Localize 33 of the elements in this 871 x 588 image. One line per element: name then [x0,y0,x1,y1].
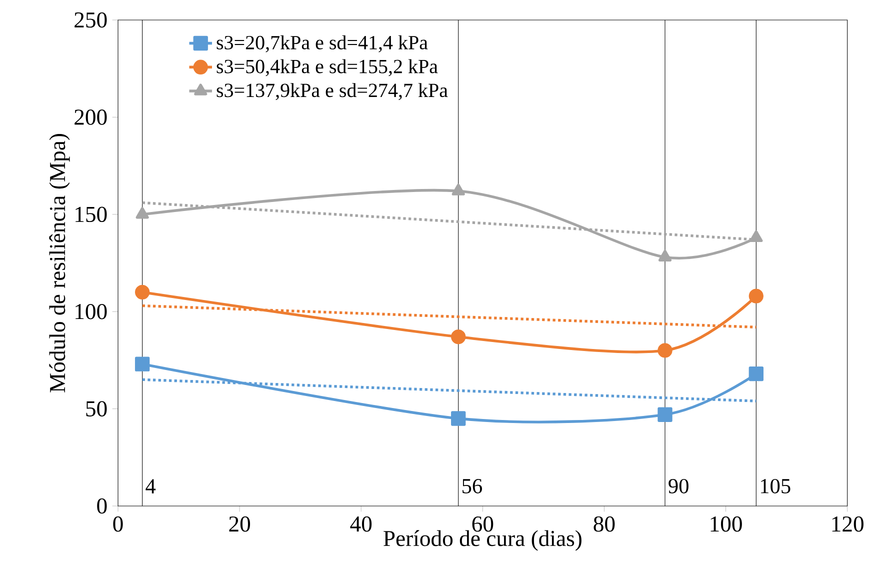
ref-line-label: 90 [668,478,688,494]
legend-label: s3=137,9kPa e sd=274,7 kPa [216,83,448,100]
y-tick-label: 200 [74,110,107,125]
point [451,411,466,426]
point [451,330,466,344]
point [658,407,672,422]
y-tick-label: 0 [97,498,107,514]
ref-line-label: 105 [760,478,790,494]
x-tick-label: 100 [710,516,742,532]
x-tick-label: 60 [472,516,494,532]
ref-line-label: 4 [146,479,156,494]
legend-label: s3=20,7kPa e sd=41,4 kPa [216,35,428,52]
y-axis-title: Módulo de resiliência (Mpa) [49,134,70,392]
x-tick-label: 20 [229,516,250,532]
y-tick-label: 150 [76,206,107,222]
y-tick-label: 250 [74,12,107,28]
y-tick-label: 100 [76,304,107,320]
y-tick-label: 50 [86,401,107,416]
point [748,366,764,382]
x-tick-label: 0 [113,516,123,532]
x-tick-label: 80 [594,516,615,532]
x-tick-label: 120 [832,516,864,532]
ref-line-label: 56 [462,479,482,494]
point [750,230,763,242]
point [748,288,764,304]
legend-label: s3=50,4kPa e sd=155,2 kPa [216,59,438,76]
point [658,250,672,262]
point [134,284,150,300]
point [134,356,150,372]
x-tick-label: 40 [350,516,372,532]
point [658,343,672,358]
point [452,184,465,196]
point [136,207,149,219]
